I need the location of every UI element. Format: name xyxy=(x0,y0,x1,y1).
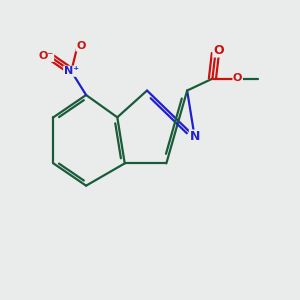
Text: O: O xyxy=(233,73,242,83)
Text: O: O xyxy=(76,41,86,51)
Text: O⁻: O⁻ xyxy=(38,51,54,62)
Text: N: N xyxy=(189,130,200,143)
Text: N⁺: N⁺ xyxy=(64,66,79,76)
Text: O: O xyxy=(213,44,224,57)
